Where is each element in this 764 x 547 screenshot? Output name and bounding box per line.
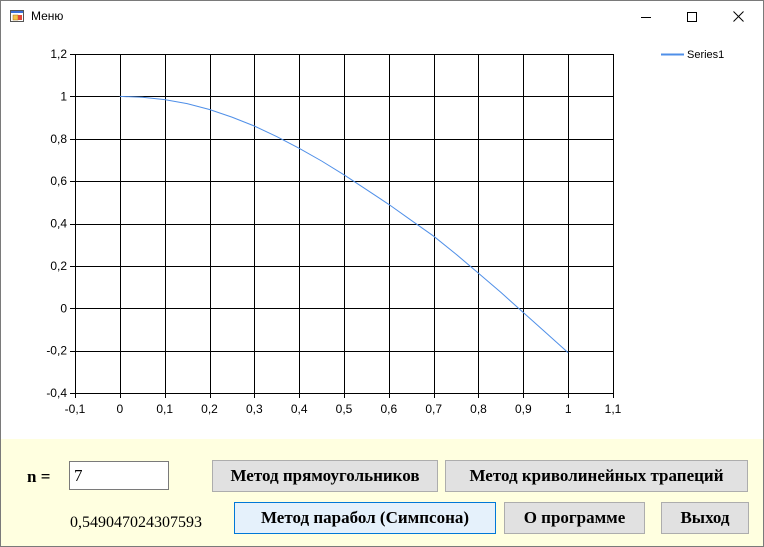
y-tick-label: 0,6 xyxy=(50,174,67,188)
x-tick-label: 1 xyxy=(565,402,572,416)
minimize-button[interactable] xyxy=(623,1,669,32)
result-value: 0,549047024307593 xyxy=(70,514,202,531)
maximize-icon xyxy=(687,11,697,22)
exit-button[interactable]: Выход xyxy=(661,502,749,534)
maximize-button[interactable] xyxy=(669,1,715,32)
n-input[interactable] xyxy=(69,461,169,490)
x-tick-label: 0,7 xyxy=(425,402,442,416)
x-tick-label: 0,3 xyxy=(246,402,263,416)
minimize-icon xyxy=(641,12,651,22)
x-tick-label: 0,9 xyxy=(515,402,532,416)
x-tick-label: 0 xyxy=(116,402,123,416)
x-tick-label: 0,5 xyxy=(336,402,353,416)
controls-panel: n = 0,549047024307593 Метод прямоугольни… xyxy=(1,439,763,546)
trapezoids-method-button[interactable]: Метод криволинейных трапеций xyxy=(445,460,748,492)
y-tick-label: -0,4 xyxy=(46,386,67,400)
about-button[interactable]: О программе xyxy=(504,502,645,534)
x-tick-label: 0,1 xyxy=(156,402,173,416)
x-tick-label: 0,4 xyxy=(291,402,308,416)
n-label: n = xyxy=(27,467,51,486)
series-line xyxy=(119,95,569,354)
window-title: Меню xyxy=(31,9,64,23)
simpson-method-button[interactable]: Метод парабол (Симпсона) xyxy=(234,502,496,534)
close-icon xyxy=(732,11,744,22)
y-tick-label: -0,2 xyxy=(46,344,67,358)
chart-area: -0,1 0 0,1 0,2 0,3 0,4 0,5 0,6 0,7 0,8 0,9 1 1,1 -0,4… xyxy=(1,32,763,439)
x-tick-label: 0,2 xyxy=(201,402,218,416)
app-icon xyxy=(10,9,26,25)
x-tick-label: 0,8 xyxy=(470,402,487,416)
y-tick-label: 0 xyxy=(60,301,67,315)
y-tick-label: 1 xyxy=(60,89,67,103)
close-button[interactable] xyxy=(715,1,761,32)
legend-label: Series1 xyxy=(687,49,724,61)
x-tick-label: 0,6 xyxy=(380,402,397,416)
y-tick-label: 0,4 xyxy=(50,217,67,231)
rectangles-method-button[interactable]: Метод прямоугольников xyxy=(212,460,438,492)
y-tick-label: 0,2 xyxy=(50,259,67,273)
y-tick-label: 0,8 xyxy=(50,132,67,146)
x-tick-label: -0,1 xyxy=(65,402,86,416)
title-bar[interactable]: Меню xyxy=(1,1,763,32)
y-tick-label: 1,2 xyxy=(50,47,67,61)
line-chart: -0,1 0 0,1 0,2 0,3 0,4 0,5 0,6 0,7 0,8 0,9 1 1,1 -0,4… xyxy=(46,47,724,416)
x-tick-label: 1,1 xyxy=(605,402,622,416)
